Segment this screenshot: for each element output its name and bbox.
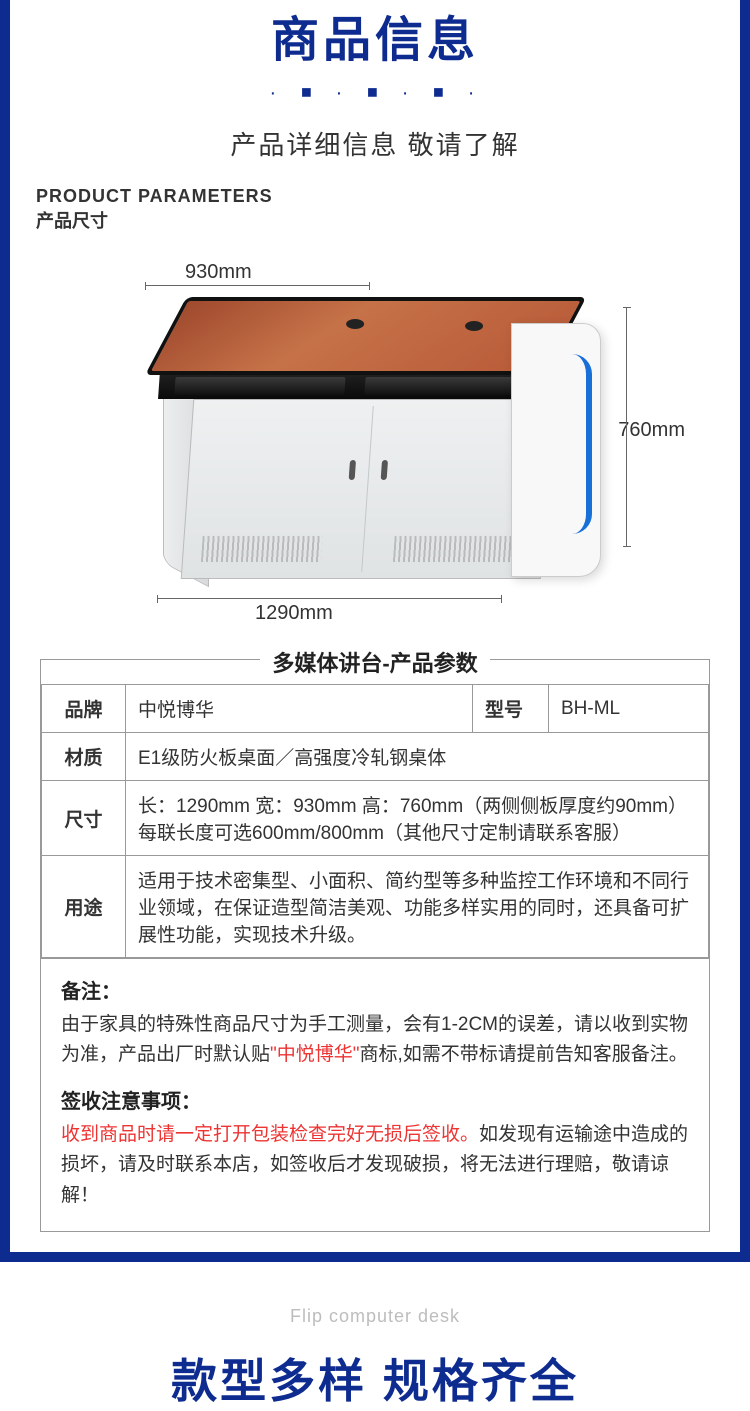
cell-label: 用途 [42, 856, 126, 958]
cell-value: 适用于技术密集型、小面积、简约型等多种监控工作环境和不同行业领域，在保证造型简洁… [126, 856, 709, 958]
table-row: 尺寸 长：1290mm 宽：930mm 高：760mm（两侧侧板厚度约90mm）… [42, 781, 709, 856]
signing-text: 收到商品时请一定打开包装检查完好无损后签收。如发现有运输途中造成的损坏，请及时联… [61, 1120, 689, 1211]
cell-label: 尺寸 [42, 781, 126, 856]
guide-line [157, 598, 502, 599]
dimension-width-label: 930mm [185, 261, 252, 284]
desk-illustration [145, 297, 565, 577]
section-heading-en: PRODUCT PARAMETERS [36, 186, 720, 207]
table-row: 用途 适用于技术密集型、小面积、简约型等多种监控工作环境和不同行业领域，在保证造… [42, 856, 709, 958]
remark-text: 由于家具的特殊性商品尺寸为手工测量，会有1-2CM的误差，请以收到实物为准，产品… [61, 1010, 689, 1071]
dimension-height-label: 760mm [618, 419, 685, 442]
cell-label: 材质 [42, 733, 126, 781]
cell-value: E1级防火板桌面／高强度冷轧钢桌体 [126, 733, 709, 781]
guide-line [626, 307, 627, 547]
cell-value: BH-ML [549, 685, 709, 733]
product-diagram: 930mm 760mm 1290mm [55, 249, 695, 629]
footer: Flip computer desk 款型多样 规格齐全 [0, 1262, 750, 1411]
footer-title-cn: 款型多样 规格齐全 [20, 1345, 730, 1411]
section-heading-cn: 产品尺寸 [36, 207, 720, 233]
parameters-block: 多媒体讲台-产品参数 品牌 中悦博华 型号 BH-ML 材质 E1级防火板桌面／… [40, 659, 710, 959]
decorative-stars: · ◆ · ◆ · ◆ · [30, 82, 720, 105]
signing-heading: 签收注意事项： [61, 1085, 689, 1114]
cell-label: 品牌 [42, 685, 126, 733]
notes-block: 备注： 由于家具的特殊性商品尺寸为手工测量，会有1-2CM的误差，请以收到实物为… [40, 959, 710, 1232]
subtitle: 产品详细信息 敬请了解 [30, 125, 720, 162]
remark-heading: 备注： [61, 975, 689, 1004]
parameters-title: 多媒体讲台-产品参数 [41, 646, 709, 684]
guide-line [145, 285, 370, 286]
parameters-table: 品牌 中悦博华 型号 BH-ML 材质 E1级防火板桌面／高强度冷轧钢桌体 尺寸… [41, 684, 709, 958]
table-row: 材质 E1级防火板桌面／高强度冷轧钢桌体 [42, 733, 709, 781]
cell-label: 型号 [473, 685, 549, 733]
cell-value: 中悦博华 [126, 685, 473, 733]
cell-value: 长：1290mm 宽：930mm 高：760mm（两侧侧板厚度约90mm）每联长… [126, 781, 709, 856]
page-title: 商品信息 [30, 0, 720, 70]
dimension-length-label: 1290mm [255, 602, 333, 625]
footer-subtitle-en: Flip computer desk [20, 1306, 730, 1327]
table-row: 品牌 中悦博华 型号 BH-ML [42, 685, 709, 733]
